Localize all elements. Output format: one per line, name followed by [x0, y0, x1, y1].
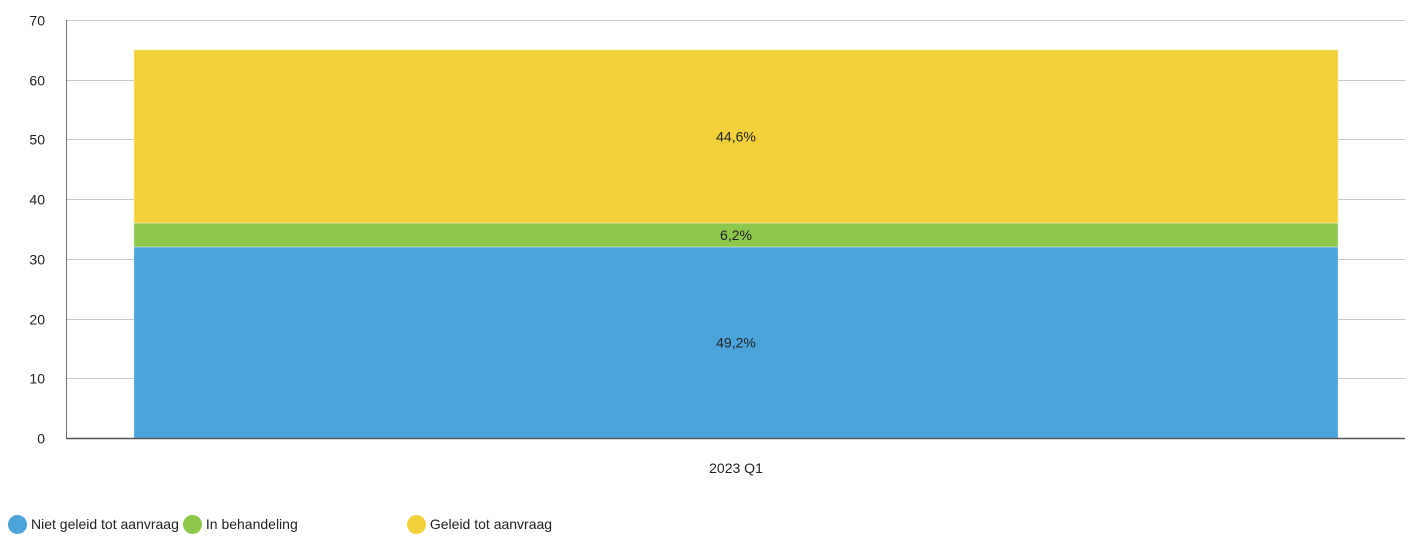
y-tick-label: 70	[29, 13, 45, 29]
axes: 0 10 20 30 40 50 60 70 2023 Q1	[29, 13, 1405, 476]
y-tick-label: 20	[29, 312, 45, 328]
legend-item-niet-geleid[interactable]: Niet geleid tot aanvraag	[8, 514, 179, 534]
y-tick-label: 30	[29, 252, 45, 268]
stacked-bar-chart: 49,2% 6,2% 44,6% 0 10 20 30 40 50 60 70 2023 Q1	[29, 13, 1405, 476]
y-tick-label: 10	[29, 371, 45, 387]
legend-label: Geleid tot aanvraag	[429, 516, 553, 532]
legend-label: Niet geleid tot aanvraag	[31, 516, 179, 532]
data-label: 44,6%	[716, 128, 756, 144]
legend-swatch-icon	[182, 514, 202, 534]
x-tick-label: 2023 Q1	[709, 460, 763, 476]
y-tick-label: 40	[29, 192, 45, 208]
data-labels: 49,2% 6,2% 44,6%	[716, 128, 756, 350]
bar-segment	[133, 49, 1339, 224]
legend-item-geleid[interactable]: Geleid tot aanvraag	[406, 514, 553, 534]
y-tick-label: 0	[37, 431, 45, 447]
legend-label: In behandeling	[205, 516, 298, 532]
legend-swatch-icon	[406, 514, 426, 534]
legend: Niet geleid tot aanvraag In behandeling …	[8, 514, 552, 534]
data-label: 49,2%	[716, 334, 756, 350]
y-tick-label: 60	[29, 73, 45, 89]
data-label: 6,2%	[720, 227, 752, 243]
legend-item-in-behandeling[interactable]: In behandeling	[182, 514, 407, 534]
y-tick-label: 50	[29, 132, 45, 148]
legend-swatch-icon	[8, 514, 27, 534]
bar-stack	[133, 49, 1339, 439]
